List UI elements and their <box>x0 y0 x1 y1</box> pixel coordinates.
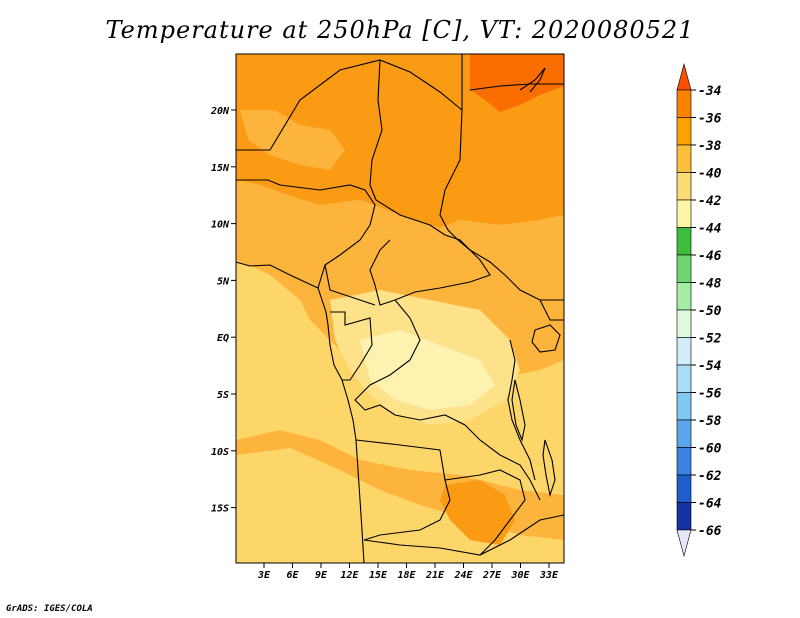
lon-tick-label: 27E <box>482 570 502 581</box>
longitude-axis: 3E 6E 9E 12E 15E 18E 21E 24E 27E 30E 33E <box>257 563 559 581</box>
west-africa-coast <box>236 261 365 563</box>
car-border <box>369 199 491 306</box>
chad-west <box>369 59 383 201</box>
colorbar-segment <box>676 474 692 503</box>
lake-victoria <box>531 324 561 353</box>
gabon-congo <box>330 311 373 381</box>
east-lakes <box>507 339 536 481</box>
lon-tick-label: 15E <box>369 570 388 581</box>
field-sahara-cool <box>240 110 345 170</box>
lat-tick-label: 20N <box>210 106 230 117</box>
lat-tick-label: 10S <box>211 447 229 458</box>
lon-tick-label: 21E <box>425 570 445 581</box>
boundaries <box>236 54 564 563</box>
map-title: Temperature at 250hPa [C], VT: 202008052… <box>105 16 695 44</box>
east-border-sudan <box>439 54 564 301</box>
angola-border <box>355 439 451 541</box>
lon-tick-label: 3E <box>257 570 271 581</box>
colorbar-label: -66 <box>698 524 722 539</box>
field-zambia-warm <box>440 480 515 545</box>
colorbar-segment <box>676 447 692 476</box>
map-figure: 20N 15N 10N 5N EQ 5S 10S 15S 3E 6E 9E 12E 15E 18E 21E… <box>210 53 722 581</box>
colorbar-label: -36 <box>698 112 722 127</box>
colorbar-segment <box>676 254 692 283</box>
colorbar-label: -56 <box>698 387 722 402</box>
lon-tick-label: 30E <box>510 570 530 581</box>
colorbar-under-triangle <box>676 529 692 558</box>
colorbar-segment <box>676 337 692 366</box>
colorbar-label: -50 <box>698 304 722 319</box>
zambia-border <box>444 469 526 556</box>
colorbar-segment <box>676 309 692 338</box>
colorbar-over-triangle <box>676 62 692 91</box>
colorbar-segment <box>676 364 692 393</box>
lake-tanganyika <box>511 379 526 442</box>
colorbar-label: -34 <box>698 84 722 99</box>
colorbar-segment <box>676 392 692 421</box>
lat-tick-label: EQ <box>217 333 229 344</box>
colorbar-label: -64 <box>698 497 722 512</box>
lat-tick-label: 15S <box>211 504 229 515</box>
cameroon-south <box>324 264 376 306</box>
ethiopia-border <box>469 83 564 91</box>
colorbar: -34 -36 -38 -40 -42 -44 -46 -48 -50 -52 -54 -56 -58 -… <box>676 62 722 558</box>
colorbar-segment <box>676 172 692 201</box>
lon-tick-label: 33E <box>539 570 559 581</box>
south-border <box>363 514 564 556</box>
lake-malawi <box>542 439 556 498</box>
nigeria-border <box>236 179 376 289</box>
temperature-field <box>236 54 564 563</box>
colorbar-segment <box>676 419 692 448</box>
grads-credit: GrADS: IGES/COLA <box>6 604 93 614</box>
colorbar-segment <box>676 144 692 173</box>
colorbar-label: -48 <box>698 277 722 292</box>
colorbar-segment <box>676 89 692 118</box>
colorbar-label: -42 <box>698 194 722 209</box>
lon-tick-label: 6E <box>286 570 299 581</box>
colorbar-segment <box>676 227 692 256</box>
field-congo-coldest <box>360 330 495 410</box>
kenya-border <box>539 299 564 321</box>
lon-tick-label: 12E <box>340 570 359 581</box>
lat-tick-label: 5S <box>217 390 229 401</box>
lon-tick-label: 24E <box>453 570 473 581</box>
latitude-axis: 20N 15N 10N 5N EQ 5S 10S 15S <box>210 106 236 515</box>
colorbar-segment <box>676 282 692 311</box>
lat-tick-label: 5N <box>217 276 230 287</box>
ethiopia-east <box>519 67 546 93</box>
colorbar-label: -40 <box>698 167 722 182</box>
lat-tick-label: 10N <box>211 220 230 231</box>
colorbar-label: -60 <box>698 442 722 457</box>
colorbar-label: -44 <box>698 222 722 237</box>
lon-tick-label: 9E <box>315 570 328 581</box>
field-north-core <box>498 62 555 95</box>
drc-border <box>354 299 541 501</box>
plot-frame <box>235 53 565 564</box>
colorbar-label: -58 <box>698 414 722 429</box>
niger-chad-border <box>236 59 463 151</box>
colorbar-label: -54 <box>698 359 722 374</box>
colorbar-label: -38 <box>698 139 722 154</box>
colorbar-segment <box>676 199 692 228</box>
field-atlantic-42 <box>236 260 340 440</box>
colorbar-segment <box>676 502 692 531</box>
colorbar-segment <box>676 117 692 146</box>
lon-tick-label: 18E <box>397 570 416 581</box>
lat-tick-label: 15N <box>211 163 230 174</box>
colorbar-label: -62 <box>698 469 722 484</box>
colorbar-label: -46 <box>698 249 722 264</box>
colorbar-label: -52 <box>698 332 722 347</box>
